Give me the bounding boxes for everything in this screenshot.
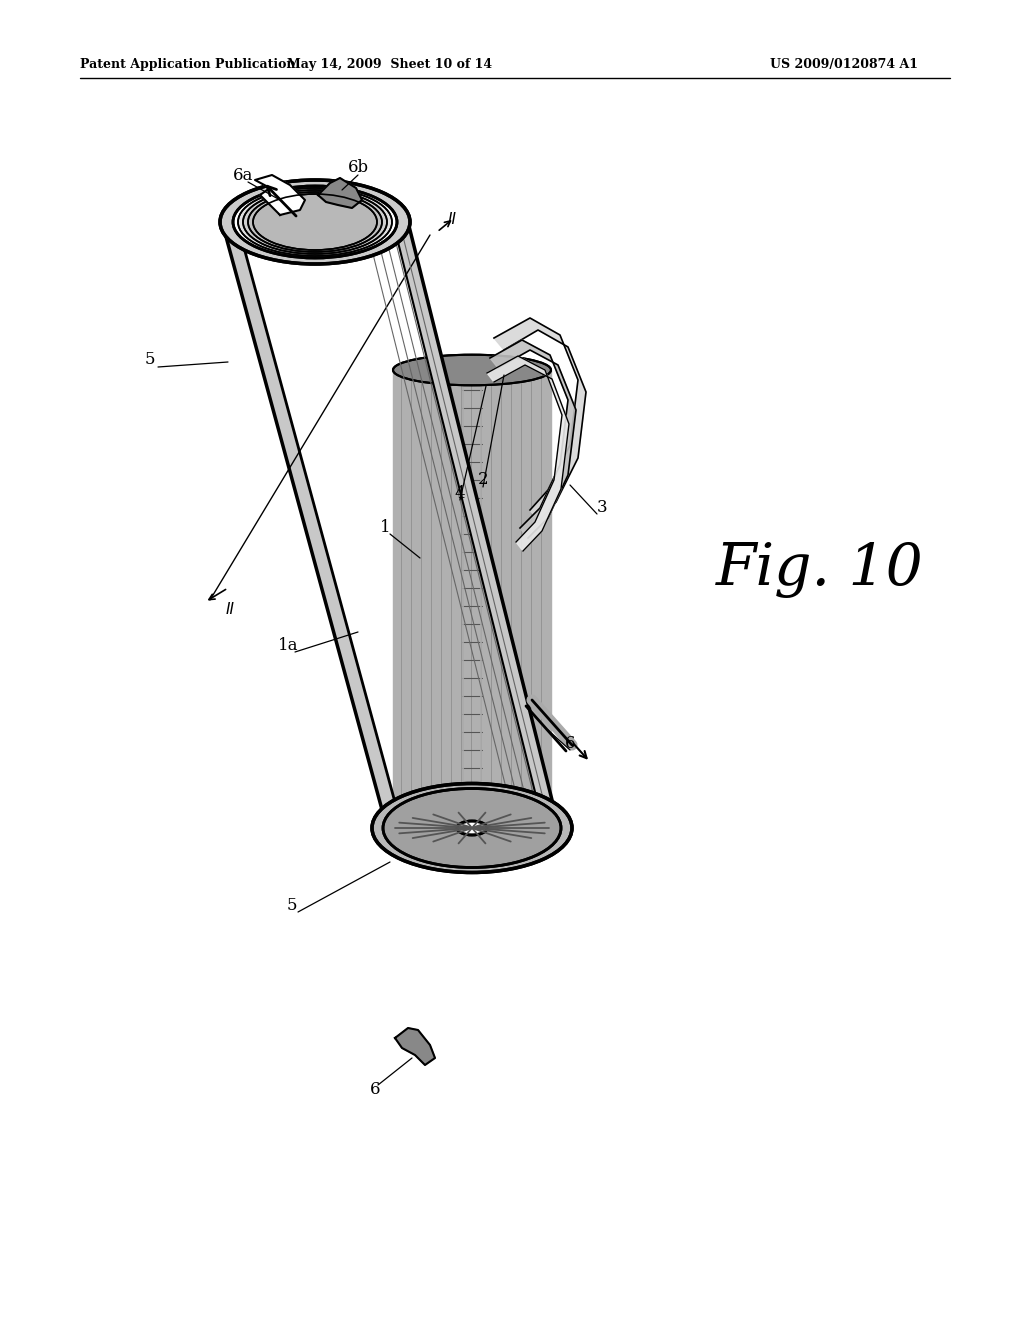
- Ellipse shape: [220, 180, 410, 264]
- Text: 6a: 6a: [232, 166, 253, 183]
- Text: 1: 1: [380, 519, 390, 536]
- Text: 5: 5: [287, 896, 297, 913]
- Polygon shape: [318, 178, 362, 209]
- Text: 3: 3: [597, 499, 607, 516]
- Text: May 14, 2009  Sheet 10 of 14: May 14, 2009 Sheet 10 of 14: [288, 58, 493, 71]
- Polygon shape: [222, 222, 559, 828]
- Text: Fig. 10: Fig. 10: [716, 541, 924, 598]
- Text: 5: 5: [144, 351, 156, 368]
- Polygon shape: [490, 341, 575, 539]
- Ellipse shape: [253, 194, 377, 249]
- Text: 6: 6: [370, 1081, 380, 1098]
- Ellipse shape: [457, 821, 487, 836]
- Text: 6: 6: [565, 734, 575, 751]
- Polygon shape: [255, 176, 305, 215]
- Text: 4: 4: [455, 484, 465, 502]
- Text: 6b: 6b: [347, 160, 369, 177]
- Polygon shape: [222, 222, 402, 828]
- Polygon shape: [487, 356, 569, 550]
- Ellipse shape: [243, 190, 387, 253]
- Ellipse shape: [248, 191, 382, 252]
- Ellipse shape: [238, 187, 392, 256]
- Ellipse shape: [383, 788, 561, 867]
- Text: US 2009/0120874 A1: US 2009/0120874 A1: [770, 58, 918, 71]
- Text: II: II: [449, 213, 457, 227]
- Ellipse shape: [393, 355, 551, 385]
- Text: 1a: 1a: [278, 636, 298, 653]
- Text: Patent Application Publication: Patent Application Publication: [80, 58, 296, 71]
- Polygon shape: [494, 318, 586, 521]
- Ellipse shape: [372, 784, 572, 873]
- Polygon shape: [393, 370, 551, 822]
- Ellipse shape: [233, 186, 397, 257]
- Polygon shape: [393, 222, 559, 828]
- Text: II: II: [226, 602, 234, 618]
- Text: 2: 2: [477, 471, 488, 488]
- Polygon shape: [395, 1028, 435, 1065]
